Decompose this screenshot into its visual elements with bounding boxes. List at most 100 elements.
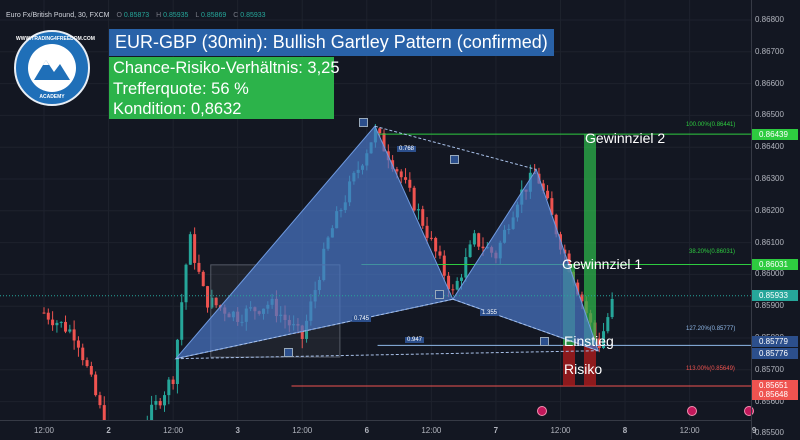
- price-tick-label: 0.86600: [755, 78, 784, 88]
- candle-body: [459, 277, 463, 281]
- price-tag: 0.86031: [752, 259, 798, 271]
- candle-body: [76, 340, 80, 348]
- high-value: 0.85935: [163, 12, 189, 19]
- point-a-tag[interactable]: [359, 118, 368, 127]
- pattern-title: EUR-GBP (30min): Bullish Gartley Pattern…: [109, 29, 554, 56]
- fib-38-label: 38.20%(0.86031): [689, 249, 736, 255]
- symbol-name[interactable]: Euro Fx/British Pound, 30, FXCM: [6, 12, 110, 19]
- risk-zone: [563, 345, 575, 387]
- candle-body: [404, 177, 408, 180]
- condition: Kondition: 0,8632: [113, 100, 242, 118]
- pattern-ac-line: [374, 125, 537, 170]
- candle-body: [378, 128, 382, 134]
- time-axis[interactable]: 12:00 2 12:00 3 12:00 6 12:00 7 12:00 8 12:00 9: [0, 420, 756, 440]
- event-marker[interactable]: [687, 406, 697, 416]
- price-tag: 0.85651: [752, 379, 798, 391]
- stats-box: Chance-Risiko-Verhältnis: 3,25 Trefferqu…: [109, 57, 340, 119]
- hit-rate: Trefferquote: 56 %: [113, 79, 249, 98]
- pattern-xd-line: [175, 350, 599, 360]
- candle-body: [429, 237, 433, 239]
- candle-body: [64, 321, 68, 332]
- risk-label: Risiko: [564, 361, 603, 377]
- symbol-ohlc-legend: Euro Fx/British Pound, 30, FXCM O 0.8587…: [6, 12, 266, 19]
- price-chart[interactable]: [0, 0, 752, 420]
- pattern-bd-line: [452, 298, 599, 352]
- candle-body: [158, 401, 162, 406]
- academy-logo: WWW.TRADING4FREEDOM.COM ACADEMY: [14, 30, 95, 106]
- price-tick-label: 0.85500: [755, 428, 784, 438]
- candle-body: [154, 401, 158, 405]
- low-value: 0.85869: [200, 12, 227, 19]
- candle-body: [175, 339, 179, 384]
- mountain-logo-icon: [28, 44, 76, 92]
- candle-body: [98, 395, 102, 406]
- candle-body: [567, 253, 571, 273]
- point-b-tag[interactable]: [435, 290, 444, 299]
- candle-body: [201, 271, 205, 287]
- pattern-xb-line: [175, 298, 453, 360]
- candle-body: [72, 329, 76, 341]
- logo-top-text: WWW.TRADING4FREEDOM.COM: [16, 36, 95, 42]
- candle-body: [68, 329, 72, 332]
- candle-body: [442, 255, 446, 276]
- candle-body: [163, 395, 167, 406]
- time-tick-label: 12:00: [163, 426, 184, 435]
- price-tick-label: 0.86700: [755, 46, 784, 56]
- entry-label: Einstieg: [564, 333, 614, 349]
- time-tick-label: 3: [235, 426, 240, 435]
- candle-body: [206, 286, 210, 308]
- point-c-tag[interactable]: [450, 155, 459, 164]
- candle-body: [395, 169, 399, 172]
- candle-body: [197, 262, 201, 272]
- candle-body: [477, 233, 481, 247]
- candle-body: [576, 282, 580, 295]
- candle-body: [550, 198, 554, 215]
- ratio-bd-label: 1.355: [480, 310, 500, 316]
- point-d-tag[interactable]: [540, 337, 549, 346]
- candle-body: [434, 237, 438, 252]
- risk-reward-ratio: Chance-Risiko-Verhältnis: 3,25: [113, 59, 340, 77]
- candle-body: [300, 325, 304, 339]
- event-marker[interactable]: [744, 406, 754, 416]
- candle-body: [412, 187, 416, 211]
- time-tick-label: 12:00: [421, 426, 442, 435]
- candle-body: [102, 405, 106, 420]
- point-x-tag[interactable]: [284, 348, 293, 357]
- open-key: O: [116, 12, 122, 19]
- target-2-zone: [584, 134, 596, 346]
- price-tag: 0.86439: [752, 129, 798, 141]
- candle-body: [46, 312, 50, 320]
- candle-body: [210, 297, 214, 308]
- price-axis[interactable]: 0.86800 0.86700 0.86600 0.86500 0.86400 0.863…: [752, 0, 800, 439]
- price-tick-label: 0.85600: [755, 396, 784, 406]
- candle-body: [55, 322, 59, 326]
- candle-body: [180, 302, 184, 340]
- event-marker[interactable]: [537, 406, 547, 416]
- target-1-label: Gewinnziel 1: [562, 256, 643, 272]
- candle-body: [472, 233, 476, 245]
- candle-body: [580, 294, 584, 302]
- candle-body: [610, 298, 614, 318]
- candle-body: [425, 225, 429, 238]
- time-tick-label: 8: [622, 426, 628, 435]
- candle-body: [541, 183, 545, 191]
- price-tick-label: 0.85900: [755, 301, 784, 311]
- fib-113-label: 113.00%(0.85649): [686, 366, 735, 372]
- candle-body: [399, 171, 403, 178]
- price-axis-divider: [751, 0, 752, 439]
- ratio-xb-label: 0.768: [397, 146, 417, 152]
- candle-body: [214, 297, 218, 306]
- candle-body: [171, 379, 175, 384]
- candle-body: [59, 321, 63, 323]
- time-tick-label: 12:00: [550, 426, 571, 435]
- candle-body: [421, 209, 425, 226]
- candle-body: [481, 246, 485, 249]
- ratio-ac-label: 0.745: [352, 316, 372, 322]
- price-tick-label: 0.86500: [755, 110, 784, 120]
- low-key: L: [195, 12, 200, 19]
- candle-body: [606, 317, 610, 332]
- time-tick-label: 12:00: [292, 426, 313, 435]
- candle-body: [554, 214, 558, 235]
- risk-zone: [584, 345, 596, 387]
